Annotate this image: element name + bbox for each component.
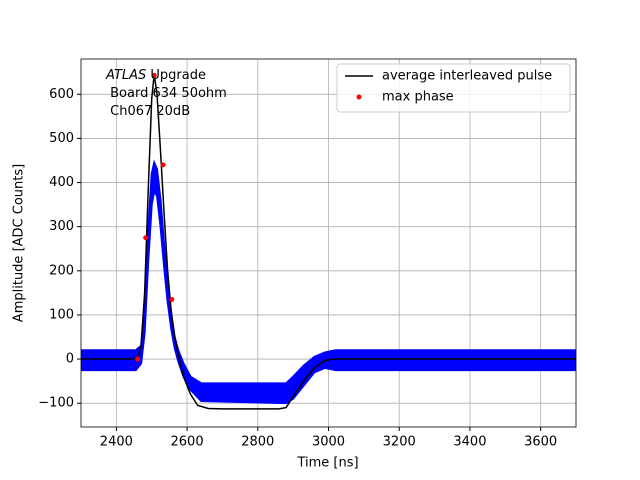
x-tick-label: 3200 — [383, 435, 416, 450]
x-tick-label: 2400 — [100, 435, 133, 450]
y-tick-label: 0 — [66, 352, 74, 367]
point — [169, 296, 175, 302]
annotation-italic: ATLAS — [105, 68, 146, 83]
x-tick-label: 3000 — [312, 435, 345, 450]
legend-point — [356, 94, 362, 100]
plot-area — [81, 72, 576, 410]
annotation-line: Upgrade — [146, 68, 206, 83]
x-tick-label: 2600 — [171, 435, 204, 450]
annotation-line: Ch067 20dB — [106, 104, 190, 119]
point — [135, 356, 141, 362]
annotation: ATLAS Upgrade Board 634 50ohm Ch067 20dB — [105, 68, 227, 119]
legend-label: average interleaved pulse — [382, 69, 552, 84]
point — [151, 72, 157, 78]
y-tick-label: 200 — [49, 263, 74, 278]
y-axis-label: Amplitude [ADC Counts] — [12, 164, 27, 322]
legend-box — [336, 63, 571, 113]
legend-label: max phase — [382, 90, 454, 105]
waveform-band — [81, 159, 576, 405]
y-tick-label: −100 — [38, 396, 74, 411]
y-tick-label: 300 — [49, 219, 74, 234]
x-axis-label: Time [ns] — [296, 456, 358, 471]
y-tick-label: 500 — [49, 131, 74, 146]
y-tick-label: 100 — [49, 307, 74, 322]
point — [160, 162, 166, 168]
annotation-line: Board 634 50ohm — [106, 86, 227, 101]
y-tick-label: 400 — [49, 175, 74, 190]
x-tick-label: 2800 — [241, 435, 274, 450]
pulse-line — [81, 74, 576, 410]
x-tick-label: 3600 — [524, 435, 557, 450]
point — [143, 235, 149, 241]
x-tick-label: 3400 — [453, 435, 486, 450]
y-tick-label: 600 — [49, 87, 74, 102]
plot-frame — [80, 58, 577, 428]
